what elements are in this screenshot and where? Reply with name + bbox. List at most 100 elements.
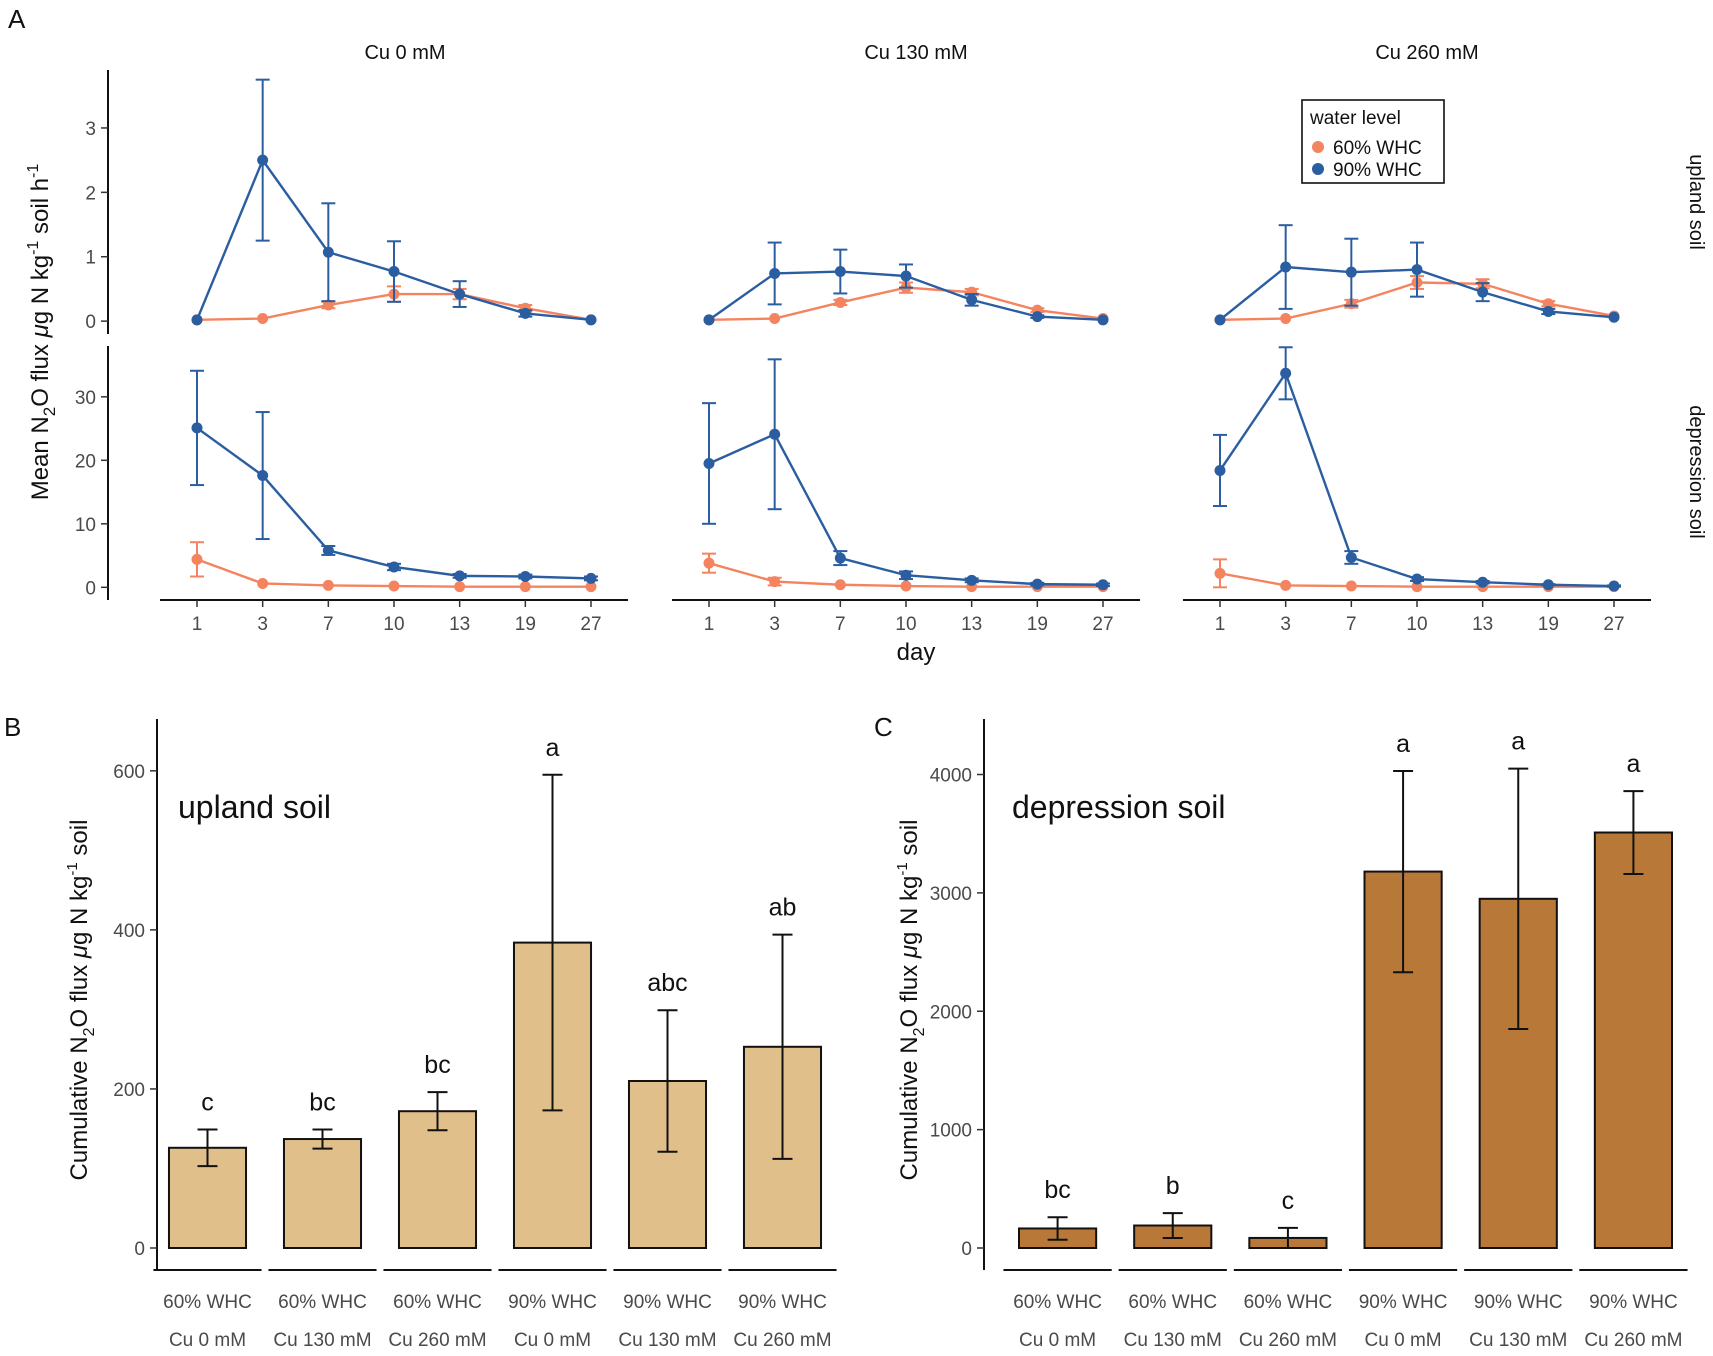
- data-point-60: [1214, 567, 1226, 579]
- data-point-60: [1411, 581, 1423, 593]
- data-point-90: [834, 552, 846, 564]
- data-point-60: [257, 577, 269, 589]
- y-tick-label: 20: [75, 451, 96, 472]
- x-tick-label: 13: [1472, 614, 1493, 635]
- panel-c-bar: [1478, 897, 1558, 1249]
- data-point-90: [966, 294, 978, 306]
- x-tick-label-cu: Cu 130 mM: [1469, 1330, 1567, 1351]
- data-point-90: [388, 561, 400, 573]
- data-point-90: [519, 307, 531, 319]
- data-point-90: [966, 574, 978, 586]
- x-tick-label-cu: Cu 260 mM: [733, 1330, 831, 1351]
- data-point-90: [1280, 261, 1292, 273]
- panel-letter-a: A: [8, 4, 26, 34]
- data-point-90: [191, 314, 203, 326]
- data-point-90: [769, 428, 781, 440]
- x-tick-label-water: 90% WHC: [1474, 1292, 1563, 1313]
- data-point-90: [1477, 576, 1489, 588]
- legend-box: [1301, 99, 1445, 184]
- y-tick-label: 0: [85, 312, 96, 333]
- x-tick-label-cu: Cu 130 mM: [1124, 1330, 1222, 1351]
- y-tick-label: 3000: [930, 884, 972, 905]
- data-point-90: [585, 314, 597, 326]
- data-point-60: [519, 581, 531, 593]
- data-point-90: [1345, 551, 1357, 563]
- legend-90-marker: [1312, 163, 1324, 175]
- x-tick-label-cu: Cu 0 mM: [169, 1330, 246, 1351]
- data-point-60: [1345, 580, 1357, 592]
- panel-c-bar-chart: depression soil Cumulative N2O flux μg N…: [894, 719, 1688, 1351]
- x-tick-label-water: 60% WHC: [1244, 1292, 1333, 1313]
- data-point-90: [322, 246, 334, 258]
- y-tick-label: 1: [85, 248, 96, 269]
- data-point-90: [769, 267, 781, 279]
- row-strip-upland: upland soil: [1685, 154, 1707, 250]
- x-tick-label-water: 90% WHC: [738, 1292, 827, 1313]
- x-tick-label: 3: [1280, 614, 1291, 635]
- legend-60-label: 60% WHC: [1333, 138, 1422, 159]
- panel-letter-c: C: [874, 712, 893, 742]
- data-point-60: [257, 313, 269, 325]
- data-point-60: [388, 580, 400, 592]
- data-point-60: [900, 580, 912, 592]
- series-line-90: [196, 426, 592, 580]
- x-tick-label-water: 90% WHC: [1359, 1292, 1448, 1313]
- significance-letter: bc: [1044, 1176, 1070, 1204]
- x-tick-label-cu: Cu 130 mM: [618, 1330, 716, 1351]
- y-tick-label: 0: [961, 1239, 972, 1260]
- x-tick-label: 19: [1027, 614, 1048, 635]
- x-tick-label-water: 90% WHC: [623, 1292, 712, 1313]
- data-point-90: [1097, 314, 1109, 326]
- significance-letter: ab: [769, 894, 797, 922]
- data-point-90: [1031, 311, 1043, 323]
- x-tick-label: 19: [1538, 614, 1559, 635]
- row-strip-depression: depression soil: [1685, 405, 1707, 538]
- x-tick-label: 1: [1215, 614, 1226, 635]
- significance-letter: bc: [424, 1051, 450, 1079]
- data-point-60: [769, 313, 781, 325]
- y-tick-label: 1000: [930, 1121, 972, 1142]
- x-tick-label-cu: Cu 0 mM: [1019, 1330, 1096, 1351]
- data-point-90: [1280, 367, 1292, 379]
- x-tick-label-cu: Cu 0 mM: [1365, 1330, 1442, 1351]
- significance-letter: b: [1166, 1172, 1180, 1200]
- data-point-90: [1542, 579, 1554, 591]
- x-tick-label: 27: [1603, 614, 1624, 635]
- significance-letter: c: [1282, 1187, 1295, 1215]
- data-point-60: [454, 581, 466, 593]
- x-tick-label: 7: [323, 614, 334, 635]
- x-tick-label: 7: [1346, 614, 1357, 635]
- y-tick-label: 2000: [930, 1002, 972, 1023]
- x-tick-label-water: 60% WHC: [278, 1292, 367, 1313]
- legend: water level 60% WHC 90% WHC: [1301, 99, 1445, 184]
- x-tick-label: 10: [383, 614, 404, 635]
- x-tick-label-water: 60% WHC: [1013, 1292, 1102, 1313]
- y-tick-label: 600: [113, 762, 145, 783]
- data-point-90: [1031, 578, 1043, 590]
- data-point-90: [519, 571, 531, 583]
- significance-letter: a: [1626, 750, 1640, 778]
- panel-a-y-axis-title: Mean N2O flux μg N kg-1 soil h-1: [25, 164, 59, 501]
- data-point-90: [1477, 286, 1489, 298]
- data-point-90: [257, 154, 269, 166]
- x-tick-label-cu: Cu 130 mM: [273, 1330, 371, 1351]
- y-tick-label: 400: [113, 921, 145, 942]
- data-point-90: [388, 266, 400, 278]
- panel-a-x-axis-title: day: [897, 639, 936, 666]
- y-tick-label: 200: [113, 1080, 145, 1101]
- panel-b-label: upland soil: [178, 789, 331, 825]
- x-tick-label: 1: [704, 614, 715, 635]
- x-tick-label: 13: [449, 614, 470, 635]
- significance-letter: bc: [309, 1088, 335, 1116]
- x-tick-label-cu: Cu 260 mM: [388, 1330, 486, 1351]
- x-tick-label-water: 60% WHC: [163, 1292, 252, 1313]
- x-tick-label-water: 60% WHC: [393, 1292, 482, 1313]
- y-tick-label: 0: [134, 1239, 145, 1260]
- data-point-60: [834, 579, 846, 591]
- x-tick-label: 19: [515, 614, 536, 635]
- data-point-90: [454, 570, 466, 582]
- data-point-90: [1345, 266, 1357, 278]
- data-point-60: [322, 579, 334, 591]
- data-point-90: [1411, 264, 1423, 276]
